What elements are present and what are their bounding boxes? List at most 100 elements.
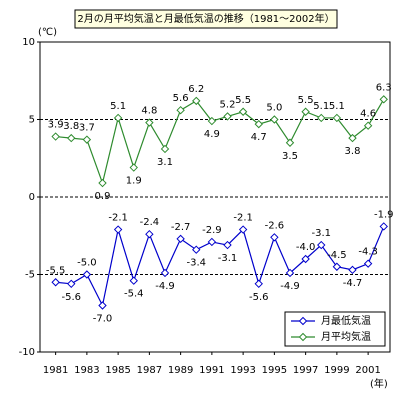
data-label: 5.1 — [329, 101, 345, 112]
data-label: 1.9 — [126, 176, 142, 187]
data-point — [207, 237, 217, 247]
data-label: -2.7 — [171, 222, 191, 233]
data-point — [379, 95, 388, 104]
data-point — [238, 225, 248, 234]
y-tick-label: 10 — [22, 37, 35, 48]
x-tick-label: 1991 — [199, 365, 224, 376]
legend-label: 月平均気温 — [321, 330, 371, 343]
data-label: -5.5 — [46, 265, 66, 276]
data-label: 5.6 — [173, 93, 189, 104]
data-label: 6.3 — [376, 82, 392, 93]
data-label: 5.5 — [298, 95, 314, 106]
data-point — [145, 229, 154, 239]
data-label: -4.0 — [296, 242, 316, 253]
data-point — [348, 133, 357, 143]
x-tick-label: 2001 — [355, 365, 380, 376]
series-line — [55, 99, 385, 186]
data-label: 6.2 — [188, 84, 204, 95]
data-point — [254, 279, 263, 289]
data-label: -2.1 — [108, 213, 128, 224]
data-point — [285, 268, 295, 278]
data-label: 5.1 — [313, 101, 329, 112]
x-tick-label: 1997 — [293, 365, 318, 376]
data-label: 4.7 — [251, 132, 267, 143]
data-point — [379, 222, 388, 231]
data-label: 4.9 — [204, 129, 220, 140]
x-tick-label: 1989 — [168, 365, 193, 376]
data-point — [223, 240, 232, 250]
data-label: -5.6 — [249, 292, 269, 303]
x-tick-label: 1981 — [43, 365, 68, 376]
data-point — [223, 112, 232, 121]
y-axis-label: (℃) — [38, 27, 57, 38]
data-point — [129, 163, 138, 172]
x-tick-label: 1993 — [230, 365, 255, 376]
data-point — [348, 265, 357, 275]
chart-title: 2月の月平均気温と月最低気温の推移（1981～2002年） — [77, 12, 334, 25]
data-label: 3.8 — [345, 146, 361, 157]
x-tick-label: 1999 — [324, 365, 349, 376]
data-label: 3.9 — [48, 120, 64, 131]
data-label: -4.9 — [280, 281, 300, 292]
data-label: -2.6 — [265, 220, 285, 231]
data-label: 3.5 — [282, 151, 298, 162]
data-point — [67, 133, 76, 143]
data-label: -5.6 — [61, 292, 81, 303]
data-point — [332, 113, 342, 123]
data-point — [98, 178, 107, 188]
data-point — [317, 113, 326, 123]
data-point — [82, 270, 92, 279]
data-point — [254, 119, 263, 129]
data-label: 5.1 — [110, 101, 126, 112]
data-label: -4.5 — [327, 250, 347, 261]
data-point — [363, 259, 373, 268]
data-label: -2.4 — [140, 217, 160, 228]
data-label: -4.7 — [343, 278, 363, 289]
y-tick-label: -10 — [19, 347, 35, 358]
data-point — [301, 254, 310, 264]
x-tick-label: 1987 — [137, 365, 162, 376]
data-point — [192, 96, 201, 106]
x-axis-label: (年) — [370, 377, 388, 390]
data-point — [67, 279, 76, 289]
data-point — [51, 278, 60, 287]
data-label: 4.6 — [360, 109, 376, 120]
legend-label: 月最低気温 — [321, 314, 371, 327]
data-point — [332, 262, 342, 271]
legend-marker — [298, 316, 308, 326]
x-tick-label: 1983 — [74, 365, 99, 376]
y-tick-label: 5 — [29, 115, 35, 126]
data-point — [301, 107, 310, 116]
data-label: -2.9 — [202, 225, 222, 236]
data-label: -4.9 — [155, 281, 175, 292]
data-point — [51, 132, 60, 141]
series-line — [55, 226, 385, 308]
data-point — [160, 268, 170, 278]
data-label: -4.3 — [358, 247, 378, 258]
y-tick-label: 0 — [29, 192, 35, 203]
x-tick-label: 1995 — [262, 365, 287, 376]
data-label: 4.8 — [141, 106, 157, 117]
data-point — [160, 144, 170, 154]
data-point — [285, 138, 295, 147]
data-label: -7.0 — [93, 314, 113, 325]
data-label: 3.1 — [157, 157, 173, 168]
data-label: -3.1 — [311, 228, 331, 239]
data-point — [363, 121, 373, 130]
data-point — [176, 234, 185, 244]
data-point — [129, 276, 138, 285]
legend-marker — [298, 332, 308, 342]
data-point — [113, 113, 123, 123]
data-label: 5.0 — [266, 103, 282, 114]
data-label: 3.8 — [63, 121, 79, 132]
title-box — [74, 9, 338, 29]
data-label: 5.2 — [220, 99, 236, 110]
legend-box — [284, 311, 386, 347]
data-point — [270, 115, 279, 124]
data-point — [192, 245, 201, 254]
data-label: 5.5 — [235, 95, 251, 106]
data-label: -2.1 — [233, 213, 253, 224]
data-label: -5.0 — [77, 258, 97, 269]
data-label: -1.9 — [374, 209, 394, 220]
